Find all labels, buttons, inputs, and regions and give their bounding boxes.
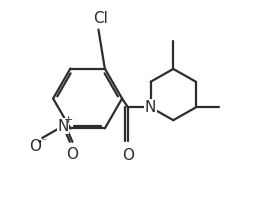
- Text: Cl: Cl: [93, 11, 108, 26]
- Text: N: N: [57, 119, 69, 134]
- Text: N: N: [145, 100, 156, 115]
- Text: O: O: [29, 139, 41, 154]
- Text: O: O: [66, 147, 78, 162]
- Text: O: O: [122, 148, 134, 163]
- Text: +: +: [64, 115, 74, 125]
- Text: •⁻: •⁻: [36, 137, 47, 147]
